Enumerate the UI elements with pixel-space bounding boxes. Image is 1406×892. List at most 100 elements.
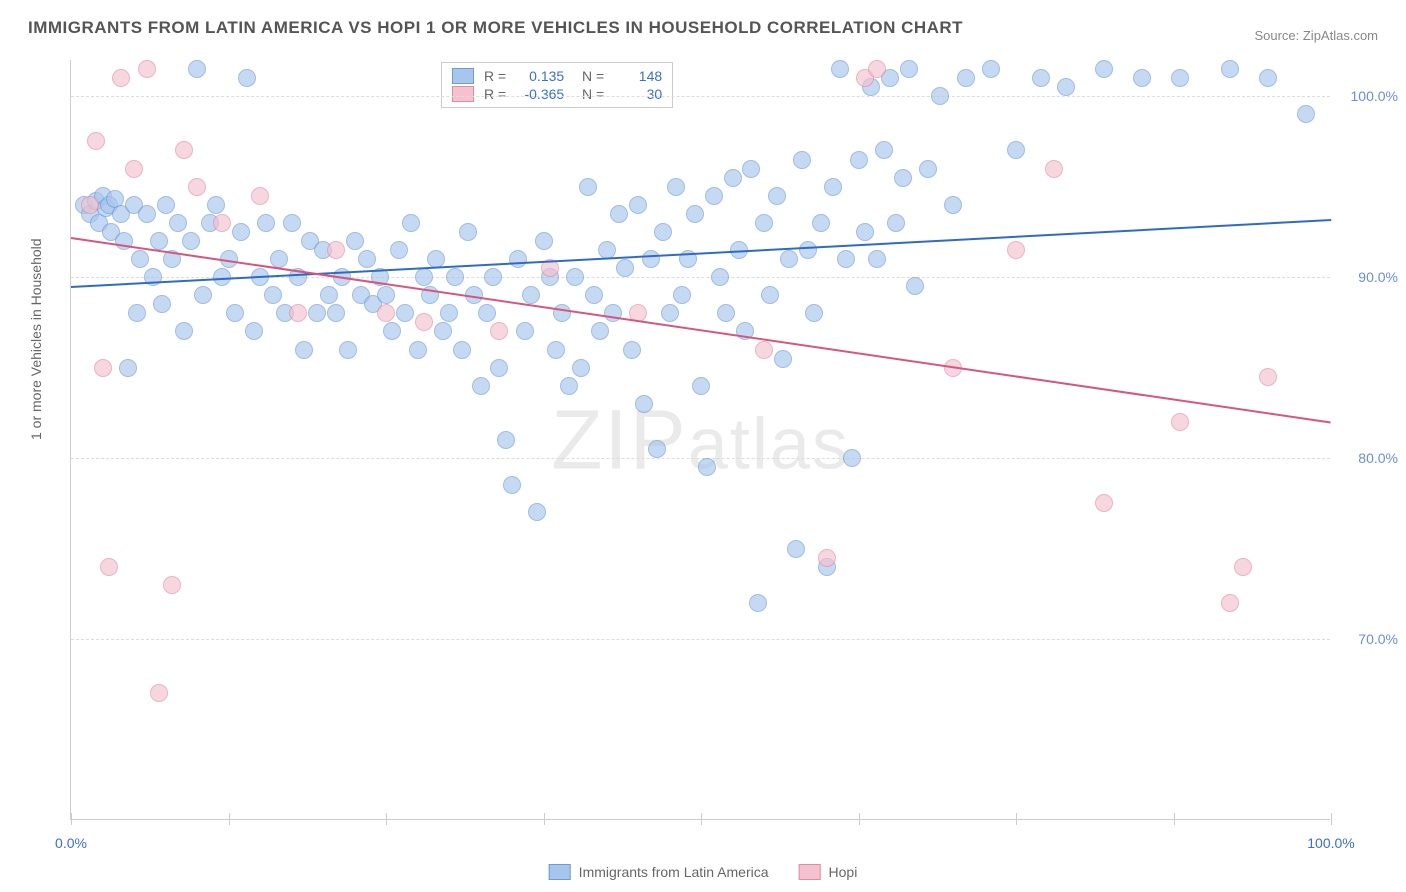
scatter-point <box>308 304 326 322</box>
scatter-point <box>1032 69 1050 87</box>
scatter-point <box>245 322 263 340</box>
scatter-point <box>931 87 949 105</box>
y-tick-label: 80.0% <box>1358 450 1398 466</box>
scatter-point <box>157 196 175 214</box>
scatter-point <box>673 286 691 304</box>
scatter-point <box>396 304 414 322</box>
scatter-point <box>724 169 742 187</box>
scatter-point <box>453 341 471 359</box>
scatter-point <box>320 286 338 304</box>
scatter-point <box>812 214 830 232</box>
scatter-point <box>182 232 200 250</box>
scatter-point <box>742 160 760 178</box>
y-tick-label: 90.0% <box>1358 269 1398 285</box>
scatter-point <box>717 304 735 322</box>
legend-n-value: 30 <box>614 86 662 102</box>
scatter-point <box>446 268 464 286</box>
scatter-point <box>837 250 855 268</box>
scatter-point <box>667 178 685 196</box>
series-legend-item: Immigrants from Latin America <box>549 864 769 880</box>
scatter-point <box>270 250 288 268</box>
scatter-point <box>138 60 156 78</box>
scatter-point <box>831 60 849 78</box>
scatter-point <box>1259 368 1277 386</box>
scatter-point <box>906 277 924 295</box>
legend-n-value: 148 <box>614 68 662 84</box>
scatter-point <box>919 160 937 178</box>
scatter-point <box>377 304 395 322</box>
scatter-point <box>900 60 918 78</box>
scatter-point <box>894 169 912 187</box>
scatter-point <box>610 205 628 223</box>
scatter-point <box>711 268 729 286</box>
legend-swatch <box>452 86 474 102</box>
correlation-legend: R =0.135 N =148R =-0.365 N =30 <box>441 62 673 108</box>
scatter-point <box>402 214 420 232</box>
y-tick-label: 100.0% <box>1351 88 1398 104</box>
scatter-point <box>390 241 408 259</box>
scatter-point <box>642 250 660 268</box>
scatter-point <box>1221 594 1239 612</box>
scatter-point <box>522 286 540 304</box>
scatter-point <box>698 458 716 476</box>
scatter-point <box>957 69 975 87</box>
x-tick-label: 100.0% <box>1307 835 1354 851</box>
scatter-point <box>566 268 584 286</box>
scatter-point <box>81 196 99 214</box>
scatter-point <box>207 196 225 214</box>
x-tick <box>1016 813 1017 825</box>
scatter-point <box>497 431 515 449</box>
series-legend: Immigrants from Latin AmericaHopi <box>549 864 858 880</box>
scatter-point <box>629 196 647 214</box>
scatter-point <box>94 359 112 377</box>
legend-swatch <box>549 864 571 880</box>
scatter-point <box>1221 60 1239 78</box>
scatter-point <box>768 187 786 205</box>
scatter-point <box>887 214 905 232</box>
scatter-point <box>843 449 861 467</box>
scatter-point <box>257 214 275 232</box>
scatter-point <box>1045 160 1063 178</box>
x-tick-label: 0.0% <box>55 835 87 851</box>
scatter-point <box>150 684 168 702</box>
scatter-point <box>686 205 704 223</box>
scatter-point <box>264 286 282 304</box>
scatter-point <box>560 377 578 395</box>
legend-swatch <box>799 864 821 880</box>
legend-r-label: R = <box>484 86 506 102</box>
legend-r-value: -0.365 <box>516 86 564 102</box>
legend-n-label: N = <box>574 86 604 102</box>
scatter-point <box>295 341 313 359</box>
scatter-point <box>1171 413 1189 431</box>
scatter-point <box>415 313 433 331</box>
scatter-point <box>238 69 256 87</box>
scatter-point <box>850 151 868 169</box>
scatter-point <box>327 241 345 259</box>
scatter-point <box>459 223 477 241</box>
scatter-point <box>169 214 187 232</box>
x-tick <box>859 813 860 825</box>
scatter-point <box>944 196 962 214</box>
scatter-point <box>251 187 269 205</box>
legend-n-label: N = <box>574 68 604 84</box>
scatter-point <box>138 205 156 223</box>
scatter-point <box>87 132 105 150</box>
scatter-point <box>635 395 653 413</box>
x-tick <box>71 813 72 825</box>
scatter-point <box>761 286 779 304</box>
scatter-point <box>188 178 206 196</box>
scatter-point <box>377 286 395 304</box>
scatter-point <box>150 232 168 250</box>
scatter-point <box>194 286 212 304</box>
scatter-point <box>780 250 798 268</box>
scatter-point <box>648 440 666 458</box>
scatter-point <box>484 268 502 286</box>
scatter-point <box>226 304 244 322</box>
scatter-point <box>383 322 401 340</box>
source-label: Source: ZipAtlas.com <box>1254 28 1378 43</box>
scatter-point <box>591 322 609 340</box>
scatter-point <box>1171 69 1189 87</box>
scatter-point <box>585 286 603 304</box>
legend-swatch <box>452 68 474 84</box>
scatter-point <box>875 141 893 159</box>
